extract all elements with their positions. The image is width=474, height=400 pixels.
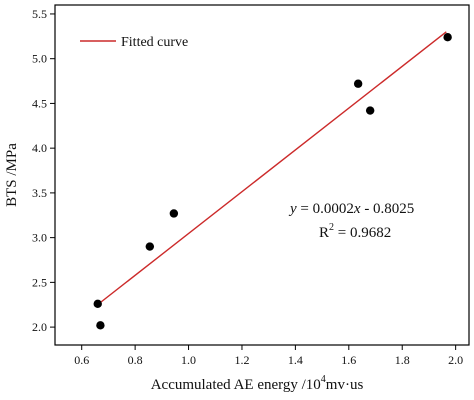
r2-superscript: 2 xyxy=(329,222,334,233)
r2-label: R xyxy=(319,225,329,241)
fitted-curve-line xyxy=(95,31,447,307)
legend-label: Fitted curve xyxy=(121,35,188,50)
y-tick-label: 2.5 xyxy=(32,275,47,289)
data-point xyxy=(353,79,363,88)
equation-x: x xyxy=(353,201,361,217)
data-point xyxy=(443,33,452,42)
x-axis-ticks: 0.6 0.8 1.0 1.2 1.4 1.6 1.8 2.0 xyxy=(74,345,463,367)
x-axis-title: Accumulated AE energy /104mv·us xyxy=(151,374,364,393)
y-tick-label: 2.0 xyxy=(32,320,47,334)
x-tick-label: 1.4 xyxy=(288,353,303,367)
r2-value: = 0.9682 xyxy=(334,225,391,241)
fit-r-squared: R2 = 0.9682 xyxy=(319,222,391,241)
data-point xyxy=(169,209,179,218)
data-point xyxy=(365,106,375,115)
y-axis-title: BTS /MPa xyxy=(4,143,20,207)
equation-intercept: - 0.8025 xyxy=(361,201,415,217)
data-points xyxy=(93,33,452,330)
equation-coefficient: = 0.0002 xyxy=(297,201,354,217)
y-tick-label: 3.0 xyxy=(32,231,47,245)
y-tick-label: 4.5 xyxy=(32,96,47,110)
y-tick-label: 3.5 xyxy=(32,186,47,200)
x-tick-label: 0.6 xyxy=(74,353,89,367)
y-axis-ticks: 2.0 2.5 3.0 3.5 4.0 4.5 5.0 5.5 xyxy=(32,7,55,334)
y-tick-label: 5.5 xyxy=(32,7,47,21)
x-axis-title-unit: mv·us xyxy=(326,377,364,393)
data-point xyxy=(96,321,105,330)
legend: Fitted curve xyxy=(80,35,188,50)
x-tick-label: 1.2 xyxy=(234,353,249,367)
x-tick-label: 2.0 xyxy=(448,353,463,367)
x-tick-label: 1.0 xyxy=(181,353,196,367)
y-tick-label: 5.0 xyxy=(32,52,47,66)
x-tick-label: 1.6 xyxy=(341,353,356,367)
plot-frame xyxy=(54,4,470,346)
x-tick-label: 0.8 xyxy=(128,353,143,367)
fit-equation: y = 0.0002x - 0.8025 xyxy=(288,201,414,217)
x-tick-label: 1.8 xyxy=(395,353,410,367)
equation-y: y xyxy=(288,201,297,217)
y-tick-label: 4.0 xyxy=(32,141,47,155)
data-point xyxy=(93,299,102,309)
x-axis-title-superscript: 4 xyxy=(321,374,326,385)
x-axis-title-main: Accumulated AE energy /10 xyxy=(151,377,321,393)
data-point xyxy=(145,242,155,251)
